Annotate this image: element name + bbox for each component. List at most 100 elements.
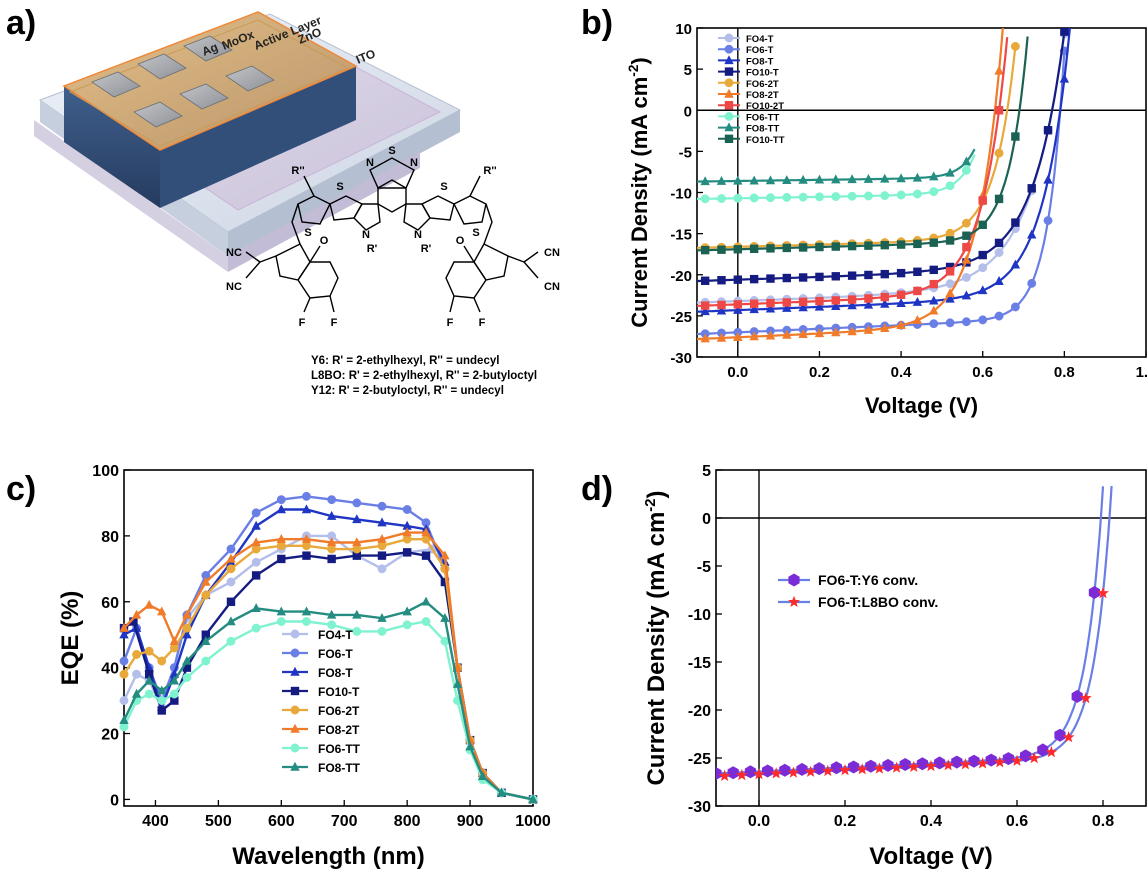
data-point [1011,132,1020,141]
data-point [144,599,154,609]
data-point [182,673,192,682]
data-point [929,187,939,197]
data-point [169,675,180,685]
data-point [700,176,710,186]
group-cn-2: CN [544,281,560,293]
data-point [377,564,387,574]
data-point [421,527,431,537]
data-point [798,174,808,184]
y-tick-label: -5 [697,559,711,576]
data-point [951,755,963,769]
data-point [847,295,857,304]
data-point [912,314,923,324]
legend-label: FO6-2T [746,79,779,90]
data-point [226,553,236,563]
data-point [700,194,710,204]
acceptor-caption: Y6: R' = 2-ethylhexyl, R'' = undecyl L8B… [311,354,537,399]
data-point [129,617,138,626]
data-point [182,629,192,639]
data-point [717,300,726,310]
data-point [1010,259,1021,269]
data-point [157,696,167,706]
jv-chart-d: 0.0 0.2 0.4 0.6 0.8 -30 -25 -20 -15 -10 -5 0 5 Voltag… [643,463,1147,870]
data-point [1002,752,1014,766]
data-point [994,106,1004,115]
panel-label-d: d) [581,470,614,508]
data-point [421,596,431,606]
data-point [1062,731,1075,743]
data-point [945,262,955,272]
legend-marker [724,122,734,132]
x-tick-label: 0.2 [809,364,830,381]
y-axis-label: Current Density (mA cm-2) [643,490,670,785]
data-point [978,250,987,260]
data-point [201,590,211,600]
y-tick-label: -10 [688,607,711,624]
data-point [132,669,142,679]
data-point [700,301,710,310]
data-point [733,300,743,309]
data-point [1079,692,1092,704]
legend-marker [290,723,300,733]
x-tick-label: 700 [331,813,358,830]
data-point [251,571,261,580]
data-point [1027,229,1037,239]
caption-y12: Y12: R' = 2-butyloctyl, R'' = undecyl [311,385,504,397]
data-point [226,564,236,574]
data-point [226,636,236,646]
data-point [1060,28,1069,36]
data-point [994,276,1004,285]
data-point [326,537,337,547]
data-point [896,298,906,307]
legend-marker [724,33,734,43]
data-point [717,276,726,285]
data-point [814,174,825,184]
data-point [182,609,192,619]
data-point [717,245,726,254]
data-point [961,165,971,175]
data-point [945,228,955,238]
data-point [132,650,142,659]
x-tick-label: 900 [457,813,484,830]
atom-n-1: N [366,157,374,169]
data-point [962,231,971,240]
data-point [934,756,946,770]
y-axis-label: EQE (%) [57,591,84,686]
series-line [122,620,534,801]
data-point [815,192,824,202]
data-point [749,304,759,314]
data-point [201,630,210,639]
legend-marker [788,595,800,607]
x-tick-label: 400 [142,813,169,830]
data-point [929,295,939,305]
x-axis-label: Voltage (V) [869,843,993,870]
data-point [352,498,362,508]
data-point [864,270,873,280]
atom-s-l2: S [304,227,311,239]
data-point [798,243,808,252]
data-point [779,763,791,777]
data-point [749,274,759,284]
data-point [962,242,971,252]
legend-marker [724,134,734,143]
atom-f-2: F [299,317,306,329]
data-point [929,279,938,289]
data-point [821,764,834,777]
data-point [749,244,759,254]
group-nc-1: NC [226,247,242,259]
data-point [815,272,824,282]
data-point [994,311,1004,321]
atom-f-1: F [331,317,338,329]
data-point [913,286,922,296]
x-tick-label: 0.0 [727,364,748,381]
x-tick-label: 1000 [515,813,551,830]
x-tick-label: 0.6 [972,364,993,381]
data-point [978,263,988,273]
data-point [301,606,312,616]
data-point [421,617,431,626]
caption-y6: Y6: R' = 2-ethylhexyl, R'' = undecyl [311,355,500,367]
data-point [251,520,261,530]
layer-label-ag: Ag [200,40,220,59]
data-point [945,318,955,328]
data-point [749,299,759,308]
